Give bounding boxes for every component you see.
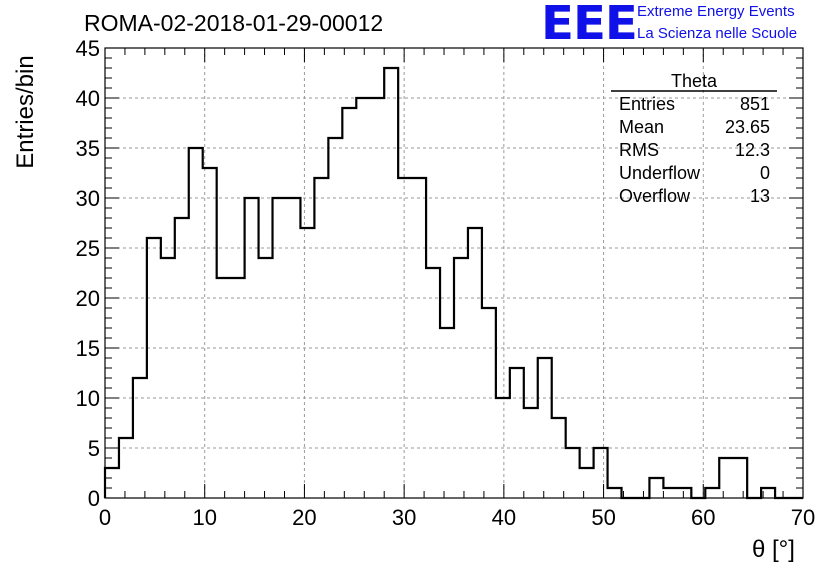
y-tick-label: 0 <box>88 486 100 511</box>
stat-underflow-label: Underflow <box>619 163 701 183</box>
stat-entries-value: 851 <box>740 94 770 114</box>
x-tick-label: 20 <box>292 505 316 530</box>
x-tick-label: 50 <box>591 505 615 530</box>
run-title: ROMA-02-2018-01-29-00012 <box>84 10 384 36</box>
logo-line-2: La Scienza nelle Scuole <box>637 25 798 42</box>
plot-frame <box>104 47 804 499</box>
y-tick-label: 45 <box>76 36 100 61</box>
x-tick-label: 40 <box>492 505 516 530</box>
x-tick-label: 10 <box>192 505 216 530</box>
x-tick-label: 30 <box>392 505 416 530</box>
logo-line-1: Extreme Energy Events <box>637 3 795 20</box>
tick-labels: 0 10 20 30 40 50 60 70 0 5 10 15 20 25 30 35 40 45 <box>76 36 816 530</box>
y-tick-label: 5 <box>88 436 100 461</box>
y-tick-label: 20 <box>76 286 100 311</box>
y-axis-title: Entries/bin <box>12 55 39 169</box>
y-tick-label: 35 <box>76 136 100 161</box>
eee-logo: EEE <box>541 0 638 50</box>
y-tick-label: 40 <box>76 86 100 111</box>
x-axis-title: θ [°] <box>752 536 795 563</box>
y-tick-label: 10 <box>76 386 100 411</box>
y-tick-label: 30 <box>76 186 100 211</box>
stats-title: Theta <box>671 71 718 91</box>
stat-overflow-value: 13 <box>750 186 770 206</box>
stat-rms-label: RMS <box>619 140 659 160</box>
x-tick-label: 70 <box>791 505 815 530</box>
stat-overflow-label: Overflow <box>619 186 691 206</box>
y-tick-label: 25 <box>76 236 100 261</box>
y-tick-label: 15 <box>76 336 100 361</box>
histogram-outline <box>103 66 803 500</box>
x-tick-label: 0 <box>99 505 111 530</box>
stat-rms-value: 12.3 <box>735 140 770 160</box>
x-tick-label: 60 <box>691 505 715 530</box>
stats-box: Theta Entries 851 Mean 23.65 RMS 12.3 Un… <box>611 71 777 206</box>
stat-entries-label: Entries <box>619 94 675 114</box>
stat-mean-value: 23.65 <box>725 117 770 137</box>
stat-underflow-value: 0 <box>760 163 770 183</box>
stat-mean-label: Mean <box>619 117 664 137</box>
